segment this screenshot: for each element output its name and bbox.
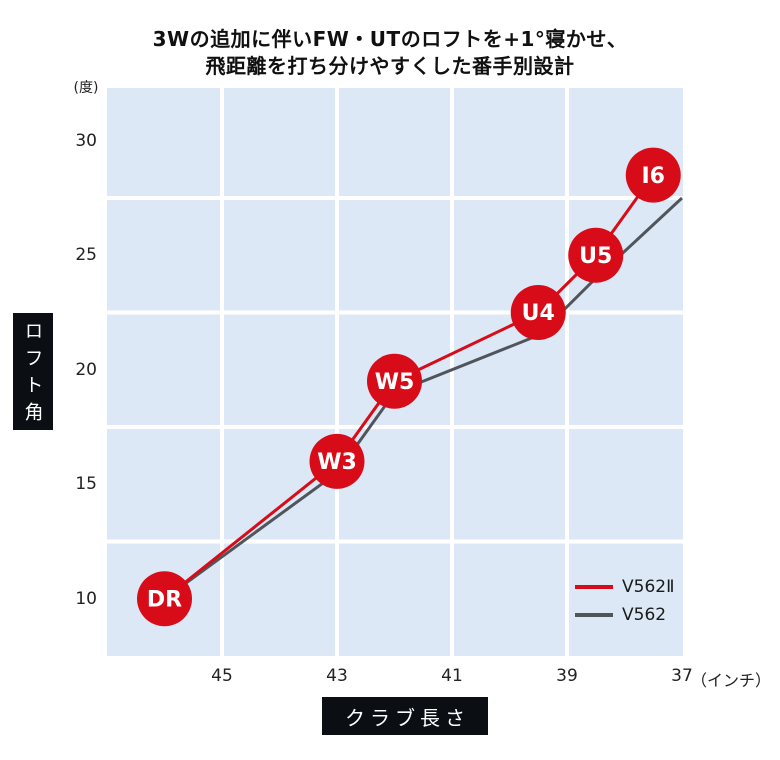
legend-label: V562 [622,604,667,625]
y-tick-25: 25 [75,245,97,266]
y-tick-30: 30 [75,130,97,151]
marker-label: U4 [522,301,555,326]
marker-label: U5 [579,244,612,269]
legend-row-V562: V562 [575,604,674,625]
marker-label: W5 [375,370,415,395]
marker-circle [510,285,566,340]
legend: V562Ⅱ V562 [575,576,675,625]
chart-title-line1: 3Wの追加に伴いFW・UTのロフトを+1°寝かせ、 [152,27,628,51]
chart-title: 3Wの追加に伴いFW・UTのロフトを+1°寝かせ、 飛距離を打ち分けやすくした番… [0,26,780,80]
legend-label: V562Ⅱ [622,576,675,597]
legend-swatch [575,612,613,617]
x-tick-37: 37 [671,666,693,686]
x-axis-label: クラブ長さ [322,697,488,735]
chart-title-line2: 飛距離を打ち分けやすくした番手別設計 [205,54,575,78]
marker-U4: U4 [510,285,566,340]
marker-circle [625,147,681,203]
y-axis-unit: (度) [73,80,99,96]
x-tick-45: 45 [211,666,233,686]
marker-circle [568,227,624,283]
marker-DR: DR [137,571,192,627]
marker-I6: I6 [625,147,681,203]
marker-label: I6 [642,164,666,189]
x-tick-39: 39 [556,666,578,686]
marker-circle [367,353,422,409]
marker-U5: U5 [568,227,624,283]
marker-circle [137,571,192,627]
y-tick-20: 20 [75,359,97,380]
y-axis-label: ロフト角 [13,313,53,430]
marker-W3: W3 [309,433,365,489]
plot-area: DR W3 W5 U4 U5 I6 V562Ⅱ V562 [107,88,683,656]
x-axis-unit: （インチ） [691,671,772,690]
x-tick-43: 43 [326,666,348,686]
marker-W5: W5 [367,353,422,409]
x-tick-41: 41 [441,666,463,686]
chart-svg: DR W3 W5 U4 U5 I6 [107,88,683,656]
marker-label: W3 [317,450,357,475]
marker-label: DR [147,587,182,612]
y-tick-15: 15 [75,474,97,495]
y-tick-10: 10 [75,588,97,609]
legend-row-V562Ⅱ: V562Ⅱ [575,576,675,597]
marker-circle [309,433,365,489]
legend-swatch [575,584,613,589]
